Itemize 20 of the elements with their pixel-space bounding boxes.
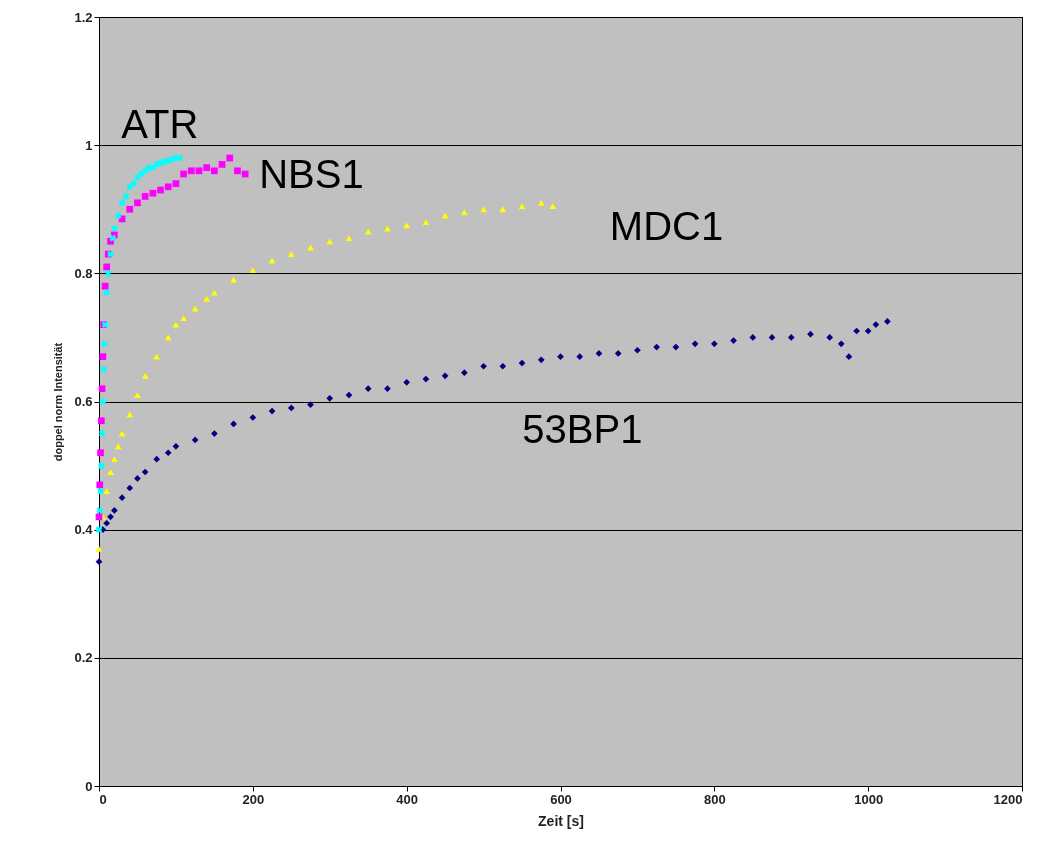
series-label: MDC1 <box>609 204 724 249</box>
x-tick-label: 0 <box>99 791 107 807</box>
y-axis-title: doppel norm Intensität <box>52 342 65 462</box>
x-tick-label: 600 <box>550 791 572 807</box>
y-tick-label: 0.8 <box>74 265 93 281</box>
y-tick-label: 1.2 <box>74 9 93 25</box>
series-label: ATR <box>121 101 199 146</box>
x-axis-title: Zeit [s] <box>538 812 584 829</box>
x-tick-label: 400 <box>396 791 419 807</box>
y-tick-label: 1 <box>85 137 93 153</box>
y-tick-label: 0.4 <box>74 522 94 538</box>
series-label: NBS1 <box>259 152 364 196</box>
x-tick-label: 1000 <box>854 791 884 807</box>
x-tick-label: 800 <box>703 791 726 807</box>
y-tick-label: 0.6 <box>74 394 93 409</box>
series-label: 53BP1 <box>522 407 643 452</box>
x-tick-label: 1200 <box>993 791 1023 807</box>
y-tick-label: 0.2 <box>74 650 93 666</box>
x-tick-label: 200 <box>242 791 265 807</box>
y-tick-label: 0 <box>85 778 93 794</box>
